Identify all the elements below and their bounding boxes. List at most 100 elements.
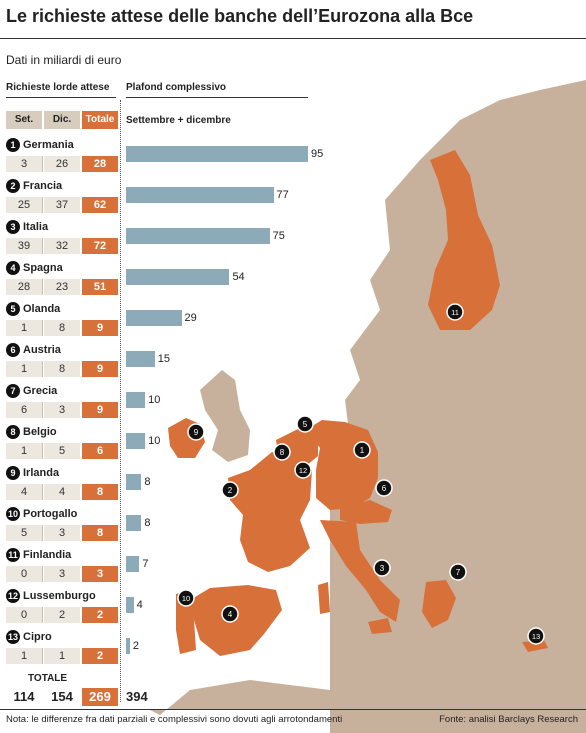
column-divider (120, 100, 121, 702)
cell-dic: 3 (44, 402, 80, 418)
bar-value-label: 10 (148, 435, 161, 447)
bar-value-label: 95 (311, 148, 324, 160)
country-name: Francia (23, 179, 63, 192)
rank-badge: 5 (6, 302, 20, 316)
country-label: 1 Germania (6, 138, 74, 152)
svg-text:1: 1 (360, 446, 365, 455)
bar-value-label: 2 (132, 640, 139, 652)
svg-text:2: 2 (228, 486, 233, 495)
header-right: Plafond complessivo (126, 82, 227, 93)
country-label: 4 Spagna (6, 261, 63, 275)
country-name: Olanda (23, 302, 61, 315)
cell-set: 28 (6, 279, 43, 295)
svg-text:8: 8 (280, 448, 285, 457)
footer-note: Nota: le differenze fra dati parziali e … (6, 714, 343, 725)
total-label: TOTALE (28, 673, 68, 684)
bar-plafond (126, 638, 130, 654)
map-pin-7: 7 (449, 563, 467, 581)
svg-text:3: 3 (380, 564, 385, 573)
cell-dic: 23 (44, 279, 80, 295)
map-pin-11: 11 (446, 303, 464, 321)
map-north-africa (150, 680, 586, 715)
map-turkey (478, 585, 586, 650)
rank-badge: 10 (6, 507, 20, 521)
bar-value-label: 29 (184, 312, 197, 324)
map-balkans (380, 520, 440, 590)
country-label: 10 Portogallo (6, 507, 77, 521)
map-sicily (368, 618, 392, 634)
cell-set: 3 (6, 156, 43, 172)
cell-dic: 4 (44, 484, 80, 500)
svg-text:10: 10 (182, 594, 190, 603)
header-right-rule (126, 97, 308, 98)
bar-plafond (126, 597, 134, 613)
svg-text:7: 7 (456, 568, 461, 577)
map-italy (320, 520, 400, 622)
country-name: Irlanda (23, 466, 60, 479)
chart-title: Le richieste attese delle banche dell’Eu… (6, 6, 474, 26)
map-france (228, 452, 312, 572)
bar-value-label: 10 (148, 394, 161, 406)
column-dic: Dic. (44, 111, 80, 129)
cell-totale: 62 (82, 197, 118, 213)
map-pin-10: 10 (177, 589, 195, 607)
cell-totale: 9 (82, 320, 118, 336)
bar-plafond (126, 310, 182, 326)
map-austria (340, 500, 392, 524)
bar-value-label: 15 (157, 353, 170, 365)
rank-badge: 11 (6, 548, 20, 562)
footer-divider (0, 709, 586, 710)
cell-totale: 8 (82, 525, 118, 541)
header-left-rule (6, 97, 116, 98)
svg-text:12: 12 (299, 466, 307, 475)
footer-source: Fonte: analisi Barclays Research (439, 714, 578, 725)
cell-totale: 2 (82, 607, 118, 623)
title-divider (0, 38, 586, 39)
rank-badge: 4 (6, 261, 20, 275)
bar-plafond (126, 187, 274, 203)
cell-set: 0 (6, 566, 43, 582)
bar-value-label: 4 (136, 599, 143, 611)
bar-value-label: 8 (144, 476, 151, 488)
map-pin-8: 8 (273, 443, 291, 461)
rank-badge: 2 (6, 179, 20, 193)
cell-set: 1 (6, 320, 43, 336)
map-greece (422, 580, 456, 628)
cell-set: 39 (6, 238, 43, 254)
map-pin-13: 13 (527, 627, 545, 645)
cell-set: 5 (6, 525, 43, 541)
svg-text:6: 6 (382, 484, 387, 493)
cell-dic: 1 (44, 648, 80, 664)
country-label: 13 Cipro (6, 630, 52, 644)
svg-text:9: 9 (194, 428, 199, 437)
bar-plafond (126, 556, 140, 572)
map-pin-3: 3 (373, 559, 391, 577)
map-sardinia (318, 582, 330, 614)
cell-totale: 8 (82, 484, 118, 500)
column-set: Set. (6, 111, 42, 129)
country-label: 7 Grecia (6, 384, 57, 398)
bar-plafond (126, 515, 142, 531)
cell-set: 1 (6, 648, 43, 664)
map-east-land (380, 420, 586, 733)
country-name: Italia (23, 220, 49, 233)
country-label: 11 Finlandia (6, 548, 71, 562)
map-uk (200, 370, 250, 462)
cell-set: 6 (6, 402, 43, 418)
map-germany (306, 420, 378, 510)
country-label: 2 Francia (6, 179, 62, 193)
country-label: 5 Olanda (6, 302, 60, 316)
map-pin-2: 2 (221, 481, 239, 499)
country-label: 6 Austria (6, 343, 61, 357)
bar-plafond (126, 392, 146, 408)
header-right-sub: Settembre + dicembre (126, 115, 231, 126)
svg-text:5: 5 (303, 420, 308, 429)
cell-set: 0 (6, 607, 43, 623)
cell-totale: 2 (82, 648, 118, 664)
country-label: 12 Lussemburgo (6, 589, 96, 603)
country-name: Austria (23, 343, 61, 356)
rank-badge: 12 (6, 589, 20, 603)
bar-plafond (126, 228, 270, 244)
map-pin-6: 6 (375, 479, 393, 497)
